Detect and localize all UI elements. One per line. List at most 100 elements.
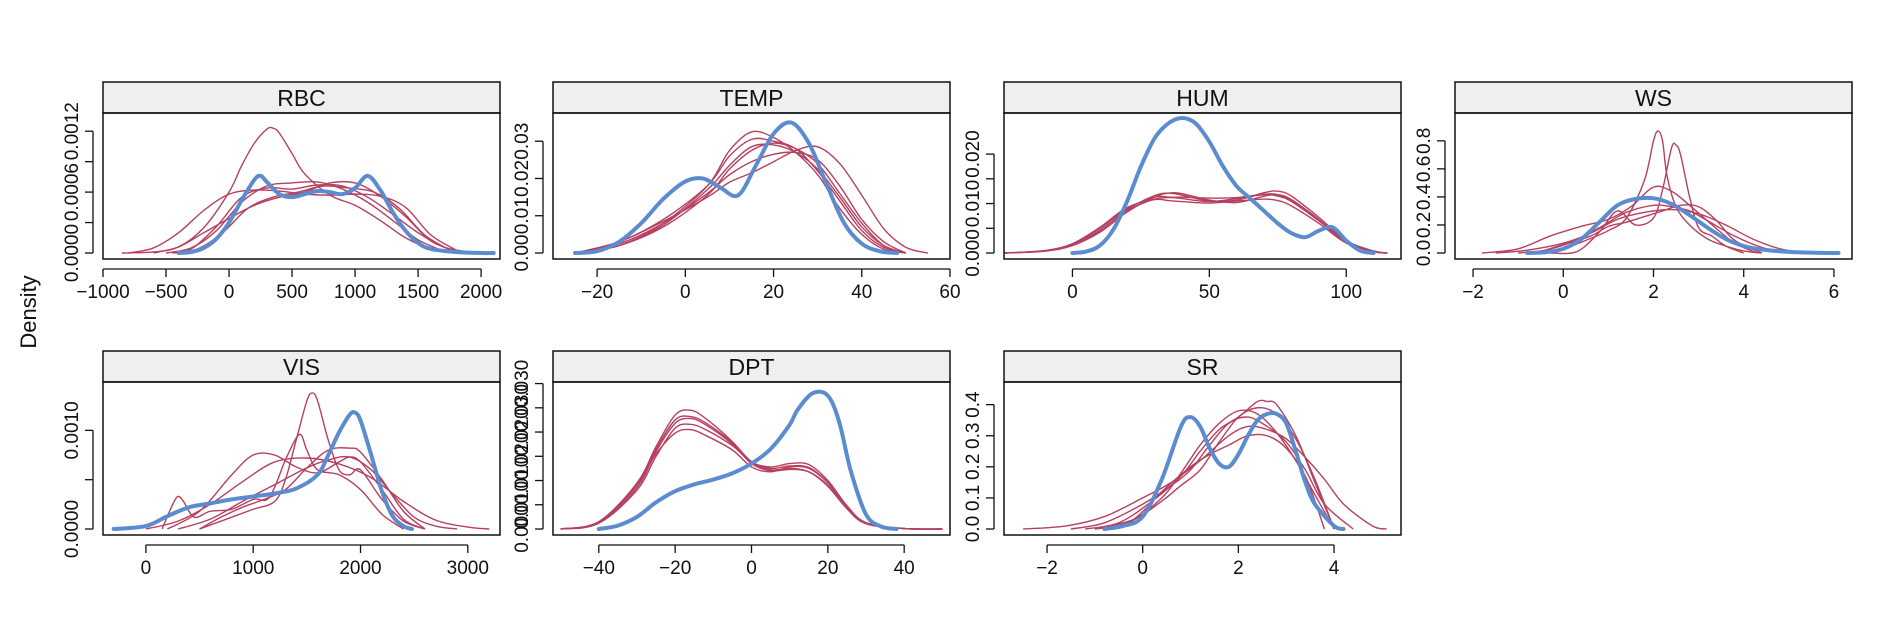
y-tick-label: 0.020 [512, 433, 533, 481]
observed-density-line [1070, 115, 1376, 255]
y-tick-label: 0.030 [512, 360, 533, 408]
y-tick-label: 0.2 [963, 454, 984, 480]
imputed-density-line [560, 415, 943, 530]
x-tick-label: 2 [1233, 558, 1244, 579]
imputed-density-line [199, 392, 426, 530]
y-tick-label: 0.0010 [62, 401, 83, 459]
x-tick-label: 4 [1329, 558, 1340, 579]
x-tick-label: 4 [1738, 282, 1749, 303]
imputed-density-line [560, 428, 943, 530]
x-tick-label: −20 [659, 558, 691, 579]
x-tick-label: 2 [1648, 282, 1659, 303]
strip-header [552, 350, 951, 383]
x-tick-label: 2000 [460, 282, 502, 303]
strip-header [1454, 81, 1853, 114]
y-tick-label: 0.00 [512, 235, 533, 272]
y-tick-label: 0.0 [963, 516, 984, 542]
y-tick-label: 0.0000 [62, 500, 83, 558]
imputed-density-line [161, 433, 404, 530]
imputed-density-line [1535, 204, 1763, 254]
panel-temp: TEMP −20 0 20 40 60 0.000.010.020.03 [512, 81, 961, 303]
plot-frame [552, 381, 951, 536]
y-tick-label: 0.6 [1414, 156, 1435, 182]
observed-density-line [1102, 411, 1346, 531]
y-tick-label: 0.0012 [62, 102, 83, 160]
curves [560, 389, 943, 531]
x-tick-label: 0 [1067, 282, 1078, 303]
x-tick-label: 60 [939, 282, 960, 303]
panel-sr: SR −2 0 2 4 0.0 0.1 0.2 0.3 0.4 [963, 350, 1402, 579]
strip-title: RBC [277, 85, 326, 111]
observed-density-line [111, 409, 415, 531]
y-tick-label: 0.01 [512, 197, 533, 234]
y-tick-label: 0.8 [1414, 128, 1435, 154]
x-tick-label: 20 [817, 558, 838, 579]
strip-title: WS [1635, 85, 1672, 111]
imputed-density-line [1495, 208, 1807, 254]
panel-dpt: DPT−40 −20 0 20 400.0000.0100.0100.0200.0200… [512, 350, 951, 579]
imputed-density-line [177, 455, 458, 530]
plot-frame [1003, 112, 1402, 260]
y-tick-label: 0.3 [963, 423, 984, 449]
x-tick-label: 1000 [232, 558, 274, 579]
y-tick-label: 0.0000 [62, 224, 83, 282]
plot-frame [1454, 112, 1853, 260]
plot-frame [552, 112, 951, 260]
y-tick-label: 0.030 [512, 384, 533, 432]
x-tick-label: 0 [224, 282, 235, 303]
x-tick-label: 3000 [447, 558, 489, 579]
imputed-density-line [165, 180, 444, 254]
strip-title: SR [1187, 354, 1219, 380]
observed-density-line [596, 389, 899, 531]
curves [1004, 115, 1388, 255]
curves [1481, 130, 1841, 255]
imputed-density-line [1004, 193, 1388, 254]
imputed-density-line [1023, 425, 1387, 530]
curves [1023, 399, 1387, 531]
x-tick-label: 50 [1199, 282, 1220, 303]
x-tick-label: 0 [1137, 558, 1148, 579]
y-tick-label: 0.02 [512, 160, 533, 197]
curves [573, 120, 929, 255]
imputed-density-line [199, 447, 426, 530]
x-tick-label: 6 [1829, 282, 1840, 303]
x-tick-label: −2 [1462, 282, 1484, 303]
imputed-density-line [574, 137, 907, 254]
panel-vis: VIS 0 1000 2000 3000 0.0000 0.0010 [62, 350, 501, 579]
imputed-density-line [128, 189, 457, 254]
y-tick-label: 0.0 [1414, 240, 1435, 266]
y-tick-label: 0.2 [1414, 212, 1435, 238]
imputed-density-line [1085, 399, 1335, 530]
x-tick-label: 0 [141, 558, 152, 579]
y-tick-label: 0.4 [963, 391, 984, 418]
x-tick-label: −2 [1036, 558, 1058, 579]
y-tick-label: 0.0006 [62, 163, 83, 221]
x-tick-label: −500 [145, 282, 188, 303]
strip-header [1003, 81, 1402, 114]
x-tick-label: 2000 [339, 558, 381, 579]
plot-frame [1003, 381, 1402, 536]
imputed-density-line [1004, 192, 1388, 254]
x-tick-label: −40 [583, 558, 615, 579]
x-tick-label: 0 [680, 282, 691, 303]
x-tick-label: 1500 [397, 282, 439, 303]
imputed-density-line [574, 143, 907, 254]
curves [111, 392, 490, 531]
y-tick-label: 0.000 [963, 229, 984, 277]
y-tick-label: 0.010 [963, 180, 984, 228]
x-tick-label: −20 [581, 282, 613, 303]
plot-frame [102, 112, 501, 260]
observed-density-line [1525, 195, 1841, 255]
imputed-density-line [1094, 406, 1335, 530]
imputed-density-line [574, 151, 907, 254]
y-tick-label: 0.020 [963, 130, 984, 178]
imputed-density-line [560, 417, 943, 530]
imputed-density-line [172, 183, 469, 254]
x-tick-label: 100 [1330, 282, 1362, 303]
strip-title: HUM [1176, 85, 1228, 111]
plot-frame [102, 381, 501, 536]
x-tick-label: 40 [894, 558, 915, 579]
imputed-density-line [560, 423, 943, 530]
